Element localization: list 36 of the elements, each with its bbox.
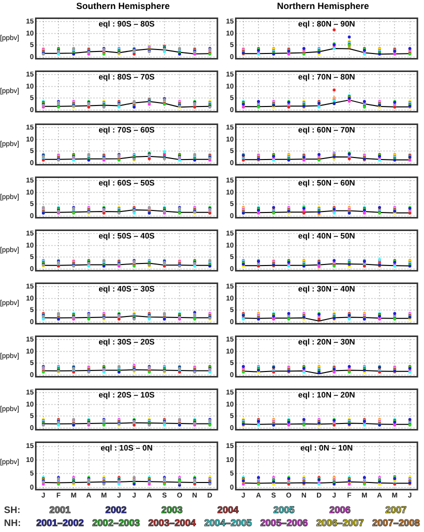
text: 2002	[104, 504, 128, 517]
chart-subtitle: eql : 10N – 20N	[298, 390, 356, 400]
chart-subtitle: eql : 0N – 10N	[300, 443, 354, 452]
chart-subtitle: eql : 40N – 50N	[298, 231, 356, 240]
text: 2004–2005	[203, 517, 253, 530]
chart-subtitle: eql : 60N – 70N	[298, 125, 356, 134]
text: 2005	[272, 504, 296, 517]
text: 2003–2004	[147, 517, 197, 530]
text: 2002–2003	[91, 517, 141, 530]
text: 2001–2002	[35, 517, 85, 530]
text: 2006–2007	[315, 517, 365, 530]
text: 2001	[48, 504, 72, 517]
legend-title: SH:	[3, 504, 22, 517]
text: 2006	[328, 504, 352, 517]
chart-subtitle: eql : 60S – 50S	[98, 178, 156, 188]
chart-title: Southern Hemisphere	[75, 0, 171, 12]
chart-title: Northern Hemisphere	[276, 0, 370, 12]
chart-subtitle: eql : 20N – 30N	[298, 337, 356, 346]
text: 2004	[216, 504, 240, 517]
chart-subtitle: eql : 80N – 90N	[298, 19, 356, 28]
legend-title: NH:	[3, 517, 22, 530]
chart-subtitle: eql : 40S – 30S	[98, 284, 156, 294]
text: 2005–2006	[259, 517, 309, 530]
chart-subtitle: eql : 30S – 20S	[98, 337, 156, 346]
chart-subtitle: eql : 30N – 40N	[298, 284, 356, 294]
chart-subtitle: eql : 90S – 80S	[98, 19, 156, 28]
chart-subtitle: eql : 10S – 0N	[100, 443, 153, 452]
chart-subtitle: eql : 50S – 40S	[98, 231, 156, 240]
text: 2003	[160, 504, 184, 517]
chart-subtitle: eql : 80S – 70S	[98, 72, 156, 82]
chart-subtitle: eql : 70N – 80N	[298, 72, 356, 82]
chart-subtitle: eql : 50N – 60N	[298, 178, 356, 188]
text: 2007	[384, 504, 408, 517]
text: 2007–2008	[371, 517, 421, 530]
chart-subtitle: eql : 70S – 60S	[98, 125, 156, 134]
chart-subtitle: eql : 20S – 10S	[98, 390, 156, 400]
